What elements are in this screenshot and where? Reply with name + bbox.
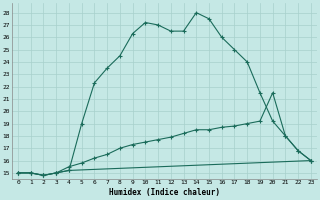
X-axis label: Humidex (Indice chaleur): Humidex (Indice chaleur) [109, 188, 220, 197]
